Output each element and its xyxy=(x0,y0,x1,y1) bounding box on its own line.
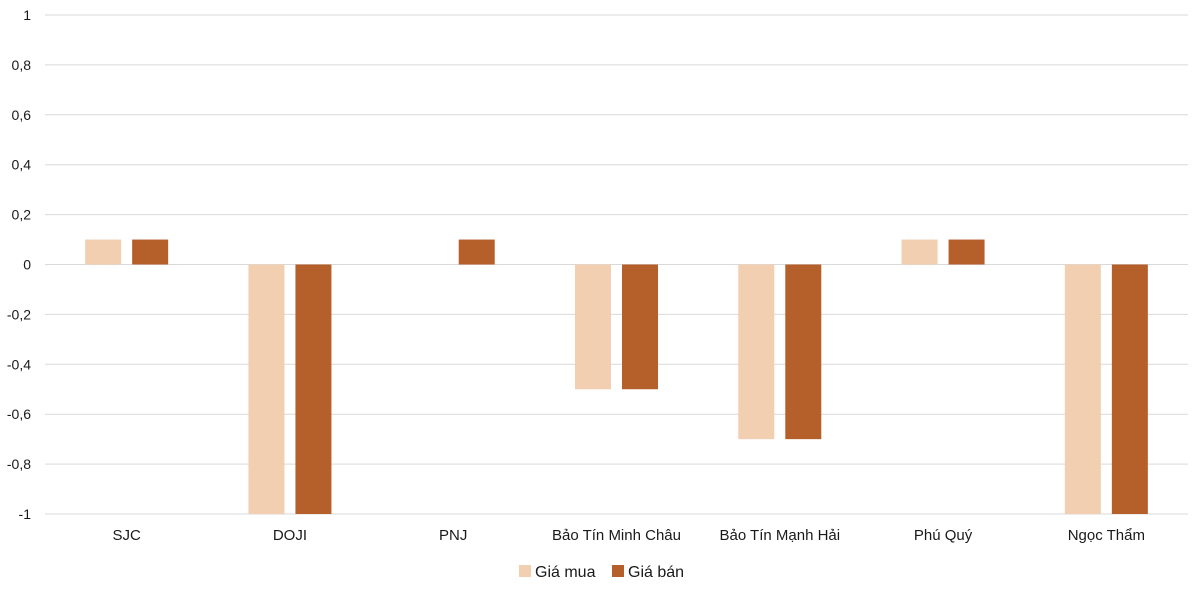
bar-gia-mua xyxy=(901,239,938,265)
y-tick-label: -1 xyxy=(19,506,32,522)
bar-gia-ban xyxy=(622,264,658,390)
x-axis-ticks: SJC DOJI PNJ Bảo Tín Minh Châu Bảo Tín Mạnh … xyxy=(112,527,1145,544)
legend: Giá mua Giá bán xyxy=(519,564,684,581)
y-tick-label: 0 xyxy=(23,257,31,273)
legend-label: Giá bán xyxy=(628,564,684,581)
bar-gia-mua xyxy=(85,239,122,265)
bar-gia-ban xyxy=(785,264,822,440)
legend-label: Giá mua xyxy=(535,564,596,581)
bars xyxy=(85,239,1148,514)
y-tick-label: 0,2 xyxy=(12,207,32,223)
x-tick-label: Phú Quý xyxy=(914,527,973,544)
y-tick-label: 0,8 xyxy=(12,57,32,73)
bar-gia-ban xyxy=(948,239,985,265)
y-tick-label: -0,6 xyxy=(7,406,31,422)
x-tick-label: DOJI xyxy=(273,527,307,544)
x-tick-label: PNJ xyxy=(439,527,467,544)
x-tick-label: Bảo Tín Mạnh Hải xyxy=(719,527,840,544)
y-tick-label: -0,2 xyxy=(7,306,31,322)
grid-lines xyxy=(45,14,1188,515)
x-tick-label: SJC xyxy=(112,527,141,544)
y-tick-label: -0,4 xyxy=(7,356,31,372)
legend-swatch xyxy=(612,565,624,577)
y-tick-label: 0,6 xyxy=(12,107,32,123)
y-tick-label: -0,8 xyxy=(7,456,31,472)
bar-gia-mua xyxy=(1064,264,1101,514)
bar-gia-mua xyxy=(248,264,285,514)
y-tick-label: 1 xyxy=(23,7,31,23)
y-axis-ticks: 1 0,8 0,6 0,4 0,2 0 -0,2 -0,4 -0,6 -0,8 -1 xyxy=(7,7,31,522)
bar-gia-ban xyxy=(132,239,169,265)
legend-swatch xyxy=(519,565,531,577)
bar-gia-mua xyxy=(738,264,775,440)
y-tick-label: 0,4 xyxy=(12,157,32,173)
x-tick-label: Bảo Tín Minh Châu xyxy=(552,527,681,544)
x-tick-label: Ngọc Thẩm xyxy=(1068,527,1145,544)
bar-gia-ban xyxy=(1111,264,1148,514)
bar-gia-mua xyxy=(575,264,611,390)
bar-gia-ban xyxy=(458,239,495,265)
bar-gia-ban xyxy=(295,264,332,514)
